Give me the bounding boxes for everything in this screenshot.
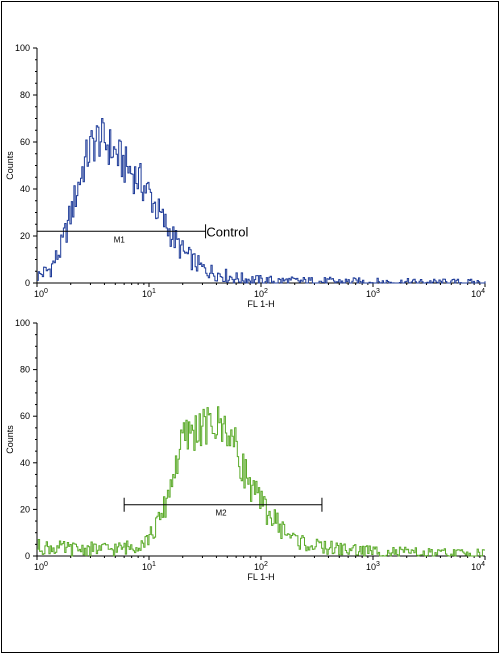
panel-2-x-tick-label: 100 <box>34 561 48 572</box>
panel-2-y-axis-label: Counts <box>5 425 15 454</box>
panel-1-y-tick-label: 100 <box>15 43 30 53</box>
panel-1-y-tick-label: 0 <box>25 278 30 288</box>
panel-2-y-tick-label: 60 <box>20 411 30 421</box>
panel-1-x-tick-label: 104 <box>471 288 485 299</box>
panel-2-y-tick-label: 100 <box>15 318 30 328</box>
panel-1-y-tick-label: 20 <box>20 231 30 241</box>
panel-2-x-tick-label: 102 <box>254 561 268 572</box>
panel-1-y-tick-label: 60 <box>20 137 30 147</box>
panel-2-x-tick-label: 101 <box>142 561 156 572</box>
panel-1-annotation: Control <box>206 224 248 239</box>
panel-1-y-tick-label: 40 <box>20 184 30 194</box>
panel-1-x-tick-label: 100 <box>34 288 48 299</box>
panel-1-x-tick-label: 102 <box>254 288 268 299</box>
panel-2-y-tick-label: 0 <box>25 551 30 561</box>
panel-2-x-axis-label: FL 1-H <box>247 572 274 582</box>
panel-2-histogram-trace <box>37 406 485 557</box>
panel-1-y-axis-label: Counts <box>5 151 15 180</box>
panel-1-histogram-trace <box>37 118 486 284</box>
panel-1-x-tick-label: 101 <box>142 288 156 299</box>
panel-1-x-axis-label: FL 1-H <box>247 299 274 309</box>
panel-2-marker-label: M2 <box>215 509 227 518</box>
panel-1-x-tick-label: 103 <box>366 288 380 299</box>
panel-2-x-tick-label: 104 <box>471 561 485 572</box>
panel-1-marker-label: M1 <box>114 235 126 244</box>
panel-2-x-tick-label: 103 <box>366 561 380 572</box>
panel-2-y-tick-label: 20 <box>20 504 30 514</box>
panel-1-y-tick-label: 80 <box>20 90 30 100</box>
panel-2-y-tick-label: 80 <box>20 365 30 375</box>
panel-2-y-tick-label: 40 <box>20 458 30 468</box>
